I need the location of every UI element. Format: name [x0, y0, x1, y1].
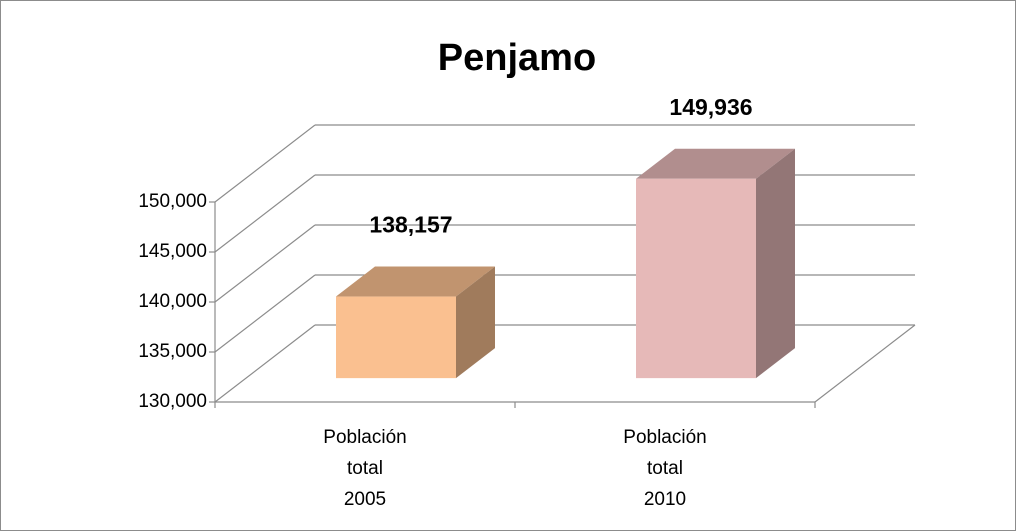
bar-top: [336, 266, 495, 297]
grid-line: [214, 274, 316, 353]
chart-title: Penjamo: [438, 37, 596, 79]
bar-side: [456, 266, 495, 379]
y-tick-label: 140,000: [138, 291, 207, 312]
data-label: 149,936: [669, 94, 752, 120]
floor-edge: [814, 324, 916, 403]
data-label: 138,157: [369, 212, 452, 238]
x-tick-label: Población total 2010: [623, 427, 706, 510]
grid-line: [214, 124, 316, 203]
bar: [336, 296, 456, 379]
y-tick-label: 130,000: [138, 391, 207, 412]
bar-top: [636, 148, 795, 179]
grid-line: [214, 224, 316, 303]
y-tick-label: 150,000: [138, 191, 207, 212]
x-tick-label: Población total 2005: [323, 427, 406, 510]
grid-line: [214, 174, 316, 253]
grid-line: [214, 324, 316, 403]
y-tick-label: 135,000: [138, 341, 207, 362]
bar-side: [756, 148, 795, 379]
y-tick-label: 145,000: [138, 241, 207, 262]
bar: [636, 178, 756, 379]
